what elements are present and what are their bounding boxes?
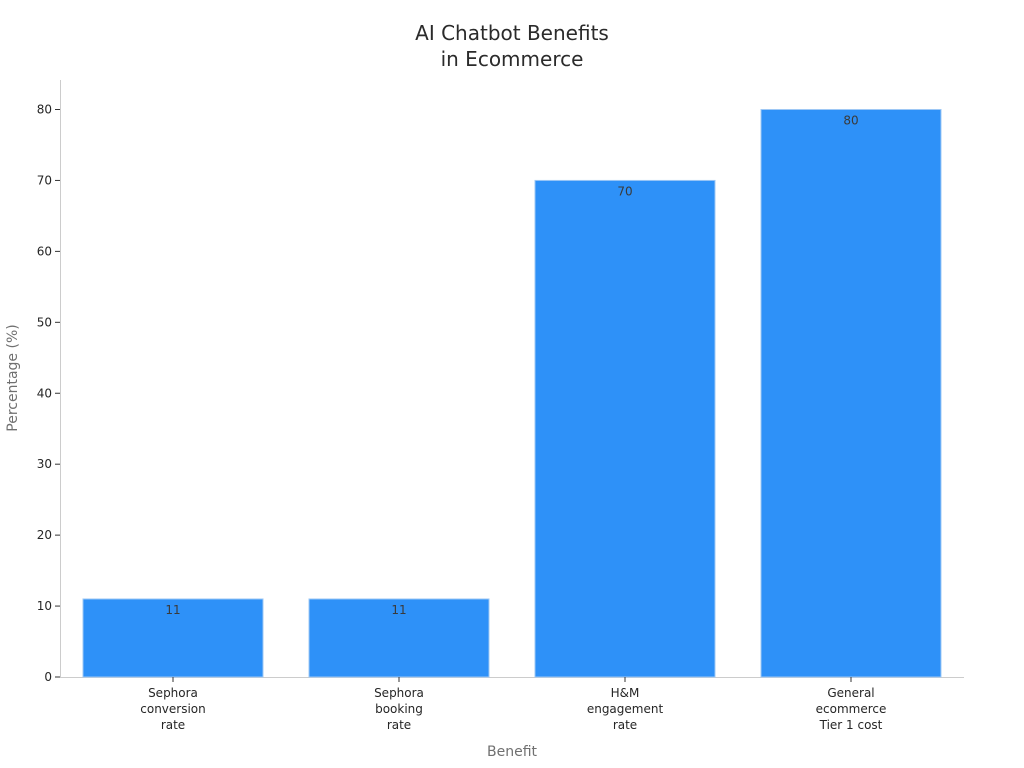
- x-tick-label: ecommerce: [816, 702, 887, 716]
- x-tick-label: conversion: [140, 702, 206, 716]
- y-tick-label: 50: [37, 315, 52, 329]
- y-axis-title: Percentage (%): [5, 324, 21, 431]
- bars: 11 11 70 80: [82, 109, 942, 678]
- x-axis-title: Benefit: [487, 744, 538, 760]
- x-tick-label: rate: [161, 718, 185, 732]
- bar: [308, 598, 490, 678]
- bar: [760, 109, 942, 678]
- bar: [534, 179, 716, 678]
- y-tick-label: 20: [37, 528, 52, 542]
- x-tick-label: rate: [613, 718, 637, 732]
- y-tick-label: 10: [37, 599, 52, 613]
- x-tick-label: engagement: [587, 702, 664, 716]
- y-tick-label: 70: [37, 173, 52, 187]
- chart-title-line-2: in Ecommerce: [441, 47, 584, 71]
- bar-value-label: 11: [391, 603, 406, 617]
- y-tick-label: 40: [37, 386, 52, 400]
- y-tick-label: 30: [37, 457, 52, 471]
- x-tick-label: Sephora: [374, 686, 424, 700]
- chart-title-line-1: AI Chatbot Benefits: [415, 21, 609, 45]
- y-tick-label: 60: [37, 244, 52, 258]
- x-tick-label: rate: [387, 718, 411, 732]
- x-tick-label: Sephora: [148, 686, 198, 700]
- x-tick-label: booking: [375, 702, 423, 716]
- y-tick-label: 0: [44, 670, 52, 684]
- bar-value-label: 70: [617, 184, 632, 198]
- x-tick-label: General: [827, 686, 874, 700]
- x-tick-label: Tier 1 cost: [819, 718, 883, 732]
- bar: [82, 598, 264, 678]
- bar-value-label: 80: [843, 114, 858, 128]
- x-tick-label: H&M: [611, 686, 640, 700]
- y-axis-ticks: 0 10 20 30 40 50 60 70 80: [37, 103, 60, 684]
- y-tick-label: 80: [37, 103, 52, 117]
- x-axis-ticks: Sephora conversion rate Sephora booking rate H…: [140, 677, 886, 732]
- bar-value-label: 11: [165, 603, 180, 617]
